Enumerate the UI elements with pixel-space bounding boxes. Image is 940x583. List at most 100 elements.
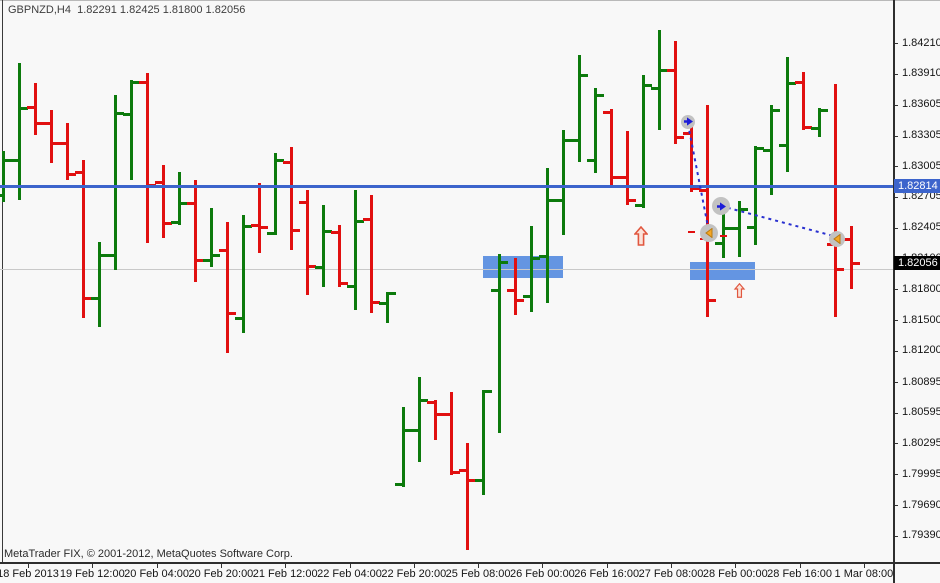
- close-tick: [197, 259, 204, 262]
- price-axis-label: 1.79390: [902, 529, 940, 542]
- open-tick: [155, 180, 162, 184]
- open-tick: [123, 112, 130, 116]
- price-axis-label: 1.82405: [902, 221, 940, 234]
- close-tick: [613, 175, 620, 179]
- ohlc-bar: [434, 400, 437, 440]
- time-axis-label: 27 Feb 08:00: [638, 568, 704, 580]
- ohlc-bar: [194, 179, 197, 282]
- open-tick: [539, 254, 546, 258]
- price-axis-tick: [893, 412, 898, 414]
- ohlc-bar: [674, 40, 677, 144]
- price-axis-tick: [893, 135, 898, 137]
- ohlc-bar: [530, 225, 533, 312]
- close-tick: [789, 81, 796, 85]
- close-tick: [469, 479, 476, 482]
- close-tick: [85, 296, 92, 300]
- close-tick: [645, 84, 652, 87]
- open-tick: [315, 265, 322, 269]
- price-axis-label: 1.83305: [902, 129, 940, 141]
- open-tick: [171, 220, 178, 224]
- open-tick: [507, 288, 514, 292]
- open-tick: [331, 231, 338, 234]
- ohlc-bar: [626, 130, 629, 205]
- trade-marker-circle[interactable]: [681, 114, 695, 129]
- open-tick: [651, 87, 658, 90]
- trade-marker-circle[interactable]: [829, 230, 845, 247]
- buy-arrow-icon: [683, 117, 693, 126]
- close-triangle-icon: [705, 228, 713, 238]
- open-tick: [283, 160, 290, 164]
- ohlc-bar: [114, 94, 117, 270]
- price-axis-label: 1.82705: [902, 190, 940, 203]
- ohlc-bar: [514, 257, 517, 315]
- time-axis-tick: [220, 564, 222, 568]
- ohlc-bar: [290, 147, 293, 250]
- time-axis-label: 20 Feb 20:00: [188, 568, 254, 580]
- price-axis-tick: [893, 166, 898, 168]
- trade-marker-circle[interactable]: [712, 197, 730, 215]
- ohlc-bar: [450, 391, 453, 475]
- open-tick: [91, 296, 98, 300]
- close-tick: [229, 312, 236, 315]
- close-tick: [277, 159, 284, 162]
- open-tick: [219, 249, 226, 252]
- close-tick: [437, 412, 444, 416]
- ohlc-bar: [754, 145, 757, 245]
- open-tick: [427, 400, 434, 404]
- close-tick: [501, 260, 508, 264]
- open-tick: [75, 170, 82, 174]
- open-tick: [203, 259, 210, 262]
- close-tick: [5, 159, 12, 162]
- ohlc-bar: [146, 72, 149, 243]
- close-tick: [549, 198, 556, 202]
- price-axis-tick: [893, 196, 898, 198]
- ohlc-bar: [322, 205, 325, 287]
- ohlc-bar: [642, 75, 645, 208]
- blue-line-price-flag: 1.82814: [894, 178, 940, 193]
- time-axis-tick: [735, 564, 737, 568]
- open-tick: [843, 238, 850, 242]
- highlight-zone-rectangle[interactable]: [483, 255, 563, 278]
- open-tick: [395, 483, 402, 486]
- time-axis-label: 22 Feb 04:00: [317, 568, 382, 580]
- time-axis-tick: [606, 564, 608, 568]
- close-tick: [261, 225, 268, 229]
- highlight-zone-rectangle[interactable]: [690, 261, 755, 280]
- price-axis-label: 1.79690: [902, 498, 940, 511]
- open-tick: [779, 143, 786, 147]
- price-axis-label: 1.81200: [902, 344, 940, 357]
- close-tick: [837, 268, 844, 271]
- close-tick: [309, 264, 316, 268]
- chart-top-border: [0, 0, 940, 1]
- up-arrow-marker[interactable]: [633, 225, 649, 246]
- order-price-dash[interactable]: [688, 231, 695, 233]
- copyright-text: MetaTrader FIX, © 2001-2012, MetaQuotes …: [4, 548, 293, 560]
- gray-horizontal-line[interactable]: [0, 268, 893, 270]
- order-price-dash[interactable]: [720, 234, 727, 237]
- close-tick: [357, 219, 364, 223]
- time-axis-label: 21 Feb 12:00: [252, 568, 318, 580]
- open-tick: [731, 227, 738, 230]
- price-axis-tick: [893, 43, 898, 44]
- time-axis-label: 18 Feb 2013: [0, 568, 59, 580]
- up-arrow-marker[interactable]: [733, 282, 746, 298]
- price-axis-label: 1.83605: [902, 98, 940, 111]
- time-axis-tick: [156, 564, 158, 568]
- time-axis-label: 26 Feb 00:00: [509, 568, 575, 580]
- open-tick: [523, 294, 530, 298]
- close-tick: [741, 207, 748, 211]
- close-tick: [133, 80, 140, 84]
- ohlc-bar: [482, 389, 485, 495]
- price-axis-label: 1.83005: [902, 159, 940, 172]
- time-axis-separator: [0, 562, 940, 564]
- chart-plot-area[interactable]: [0, 0, 893, 562]
- blue-horizontal-line[interactable]: [0, 184, 893, 188]
- open-tick: [251, 224, 258, 227]
- ohlc-bar: [386, 291, 389, 323]
- open-tick: [363, 218, 370, 221]
- ohlc-bar: [178, 171, 181, 225]
- close-tick: [325, 229, 332, 233]
- trade-marker-circle[interactable]: [700, 224, 718, 242]
- ohlc-bar: [18, 63, 21, 200]
- time-axis-label: 1 Mar 08:00: [834, 568, 894, 580]
